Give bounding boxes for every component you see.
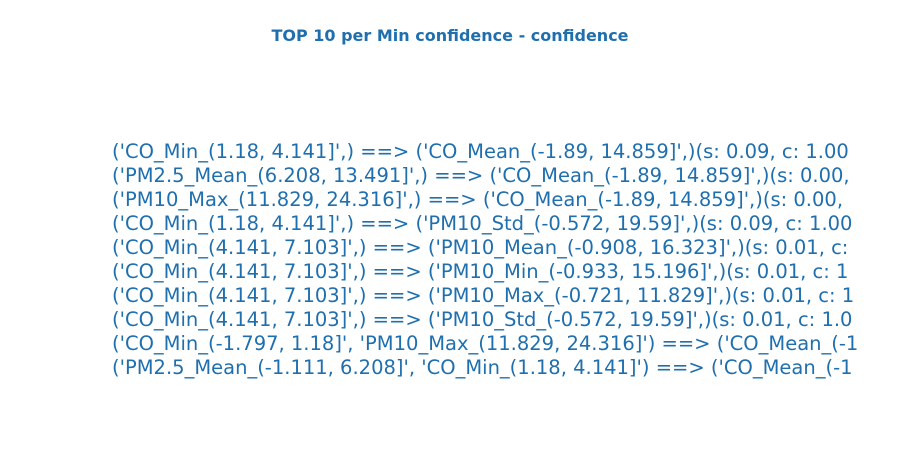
rule-line: ('CO_Min_(4.141, 7.103]',) ==> ('PM10_Me… — [112, 236, 849, 259]
rule-line: ('PM10_Max_(11.829, 24.316]',) ==> ('CO_… — [112, 188, 844, 211]
rule-line: ('CO_Min_(-1.797, 1.18]', 'PM10_Max_(11.… — [112, 332, 859, 355]
rule-line: ('PM2.5_Mean_(-1.111, 6.208]', 'CO_Min_(… — [112, 356, 853, 379]
chart-title: TOP 10 per Min confidence - confidence — [271, 26, 629, 45]
rule-line: ('CO_Min_(4.141, 7.103]',) ==> ('PM10_St… — [112, 308, 853, 331]
rule-line: ('CO_Min_(1.18, 4.141]',) ==> ('PM10_Std… — [112, 212, 853, 235]
rules-list: ('CO_Min_(1.18, 4.141]',) ==> ('CO_Mean_… — [112, 140, 900, 380]
rule-line: ('CO_Min_(4.141, 7.103]',) ==> ('PM10_Ma… — [112, 284, 855, 307]
rule-line: ('PM2.5_Mean_(6.208, 13.491]',) ==> ('CO… — [112, 164, 850, 187]
rule-line: ('CO_Min_(1.18, 4.141]',) ==> ('CO_Mean_… — [112, 140, 849, 163]
rule-line: ('CO_Min_(4.141, 7.103]',) ==> ('PM10_Mi… — [112, 260, 849, 283]
